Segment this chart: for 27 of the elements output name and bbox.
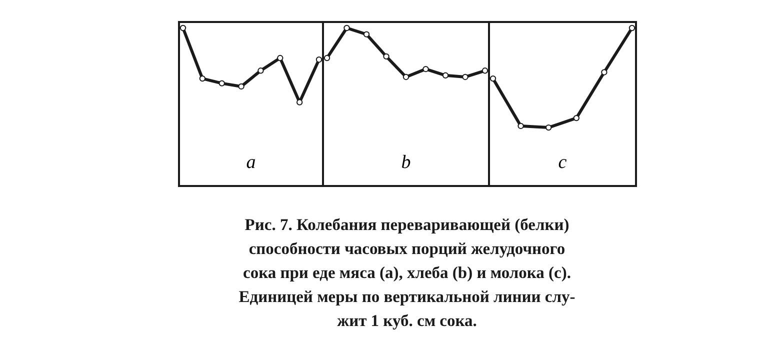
point <box>344 24 350 32</box>
x-axis-title: c <box>558 152 568 173</box>
point <box>383 53 390 60</box>
text: Рис. 7. Колебания переваривающей (белки) способности часовых порций желудочного сока при еде мяса (a), хлеба (b) и молока (c). Единицей меры по вертикальной линии слу- жит 1 куб. см сока. <box>238 215 576 330</box>
point <box>402 74 410 80</box>
point <box>442 72 449 78</box>
point <box>218 80 225 86</box>
point <box>277 54 284 62</box>
x-axis-title: b <box>401 152 411 173</box>
point <box>628 24 636 32</box>
x-axis-title: a <box>246 152 256 173</box>
point <box>422 66 429 72</box>
point <box>324 54 330 62</box>
point <box>573 114 580 122</box>
point <box>601 69 608 76</box>
point <box>180 24 186 32</box>
point <box>546 124 552 131</box>
point <box>238 83 244 90</box>
point <box>199 75 206 82</box>
point <box>363 31 370 38</box>
point <box>316 56 322 63</box>
point <box>518 122 524 130</box>
point <box>482 68 488 74</box>
point <box>490 75 496 82</box>
point <box>296 99 303 106</box>
point <box>462 74 468 80</box>
point <box>258 68 264 74</box>
